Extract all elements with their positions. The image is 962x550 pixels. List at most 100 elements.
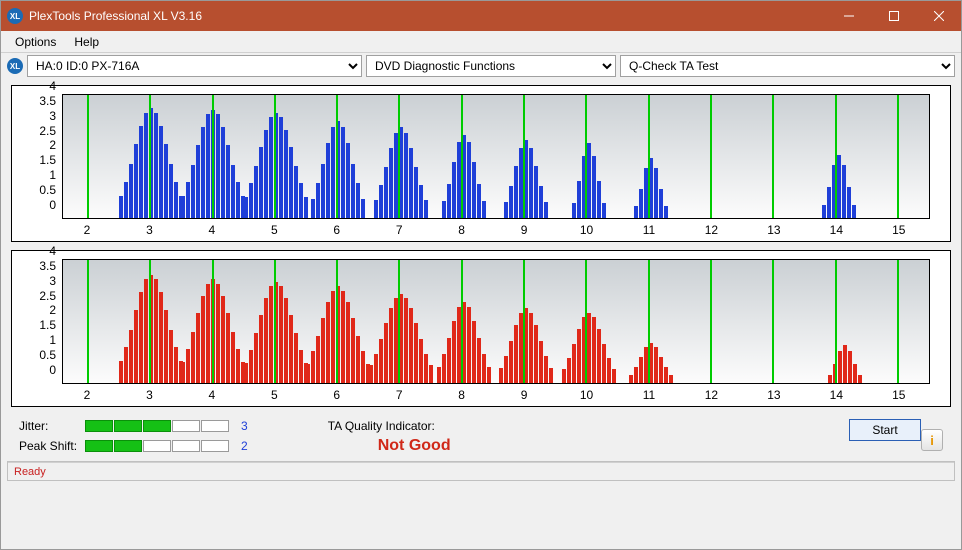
bar	[664, 367, 668, 383]
menu-options[interactable]: Options	[7, 33, 64, 51]
x-tick: 3	[146, 223, 153, 237]
bar	[514, 166, 518, 218]
bar	[221, 296, 225, 383]
bar	[828, 375, 832, 383]
bar	[154, 113, 158, 218]
bar	[544, 356, 548, 383]
x-tick: 14	[830, 223, 843, 237]
chart-land: 00.511.522.533.54 23456789101112131415	[11, 250, 951, 407]
bar	[477, 184, 481, 218]
bar	[244, 197, 248, 218]
x-tick: 9	[521, 223, 528, 237]
gridline	[336, 95, 338, 218]
bar	[837, 155, 841, 218]
y-tick: 2.5	[39, 289, 56, 303]
rating-segment	[114, 440, 142, 452]
bar	[254, 166, 258, 218]
x-tick: 6	[333, 388, 340, 402]
gridline	[710, 95, 712, 218]
bar	[664, 206, 668, 218]
bar	[472, 162, 476, 218]
bar	[174, 182, 178, 218]
maximize-button[interactable]	[871, 1, 916, 31]
bar	[607, 358, 611, 383]
y-axis-pit: 00.511.522.533.54	[12, 94, 60, 219]
bar	[124, 347, 128, 383]
x-tick: 13	[767, 388, 780, 402]
menu-help[interactable]: Help	[66, 33, 107, 51]
bar	[639, 189, 643, 218]
minimize-button[interactable]	[826, 1, 871, 31]
bar	[414, 167, 418, 218]
bar	[629, 375, 633, 383]
gridline	[523, 260, 525, 383]
bar	[472, 321, 476, 383]
gridline	[897, 260, 899, 383]
bar	[169, 330, 173, 383]
bars-pit	[63, 95, 929, 218]
bar	[284, 130, 288, 218]
bar	[119, 361, 123, 383]
bar	[389, 308, 393, 383]
bar	[351, 318, 355, 383]
start-button[interactable]: Start	[849, 419, 921, 441]
y-tick: 1.5	[39, 318, 56, 332]
bar	[848, 351, 852, 383]
gridline	[835, 95, 837, 218]
gridline	[274, 260, 276, 383]
info-button[interactable]: i	[921, 429, 943, 451]
x-tick: 2	[84, 223, 91, 237]
bar	[346, 302, 350, 383]
rating-segment	[172, 420, 200, 432]
bar	[384, 167, 388, 218]
bar	[827, 187, 831, 218]
bar	[299, 350, 303, 383]
rating-segment	[143, 420, 171, 432]
bar	[572, 344, 576, 384]
bar	[356, 183, 360, 218]
y-tick: 2	[49, 303, 56, 317]
close-button[interactable]	[916, 1, 961, 31]
bar	[294, 166, 298, 218]
x-tick: 8	[458, 388, 465, 402]
bar	[477, 338, 481, 383]
x-tick: 2	[84, 388, 91, 402]
bar	[196, 145, 200, 218]
bar	[597, 181, 601, 218]
bar	[226, 313, 230, 383]
bar	[269, 286, 273, 383]
bar	[654, 347, 658, 383]
x-tick: 7	[396, 388, 403, 402]
x-tick: 14	[830, 388, 843, 402]
function-select[interactable]: DVD Diagnostic Functions	[366, 55, 616, 77]
device-select[interactable]: HA:0 ID:0 PX-716A	[27, 55, 362, 77]
bar	[154, 279, 158, 383]
bar	[284, 298, 288, 383]
bar	[482, 201, 486, 218]
bar	[504, 202, 508, 218]
bar	[384, 323, 388, 383]
bar	[858, 375, 862, 383]
bar	[529, 313, 533, 383]
jitter-label: Jitter:	[19, 419, 77, 433]
bar	[374, 354, 378, 383]
bar	[231, 332, 235, 383]
x-axis-pit: 23456789101112131415	[62, 221, 930, 241]
bar	[404, 298, 408, 383]
bar	[577, 181, 581, 218]
x-tick: 5	[271, 388, 278, 402]
x-tick: 3	[146, 388, 153, 402]
bar	[853, 364, 857, 383]
bar	[409, 148, 413, 218]
bar	[326, 302, 330, 383]
test-select[interactable]: Q-Check TA Test	[620, 55, 955, 77]
bar	[129, 330, 133, 383]
y-tick: 0	[49, 198, 56, 212]
bar	[577, 329, 581, 383]
gridline	[772, 260, 774, 383]
metrics: Jitter: 3 Peak Shift: 2	[19, 419, 248, 453]
bar	[361, 351, 365, 383]
y-tick: 1.5	[39, 153, 56, 167]
bar	[567, 358, 571, 383]
bar	[592, 317, 596, 383]
